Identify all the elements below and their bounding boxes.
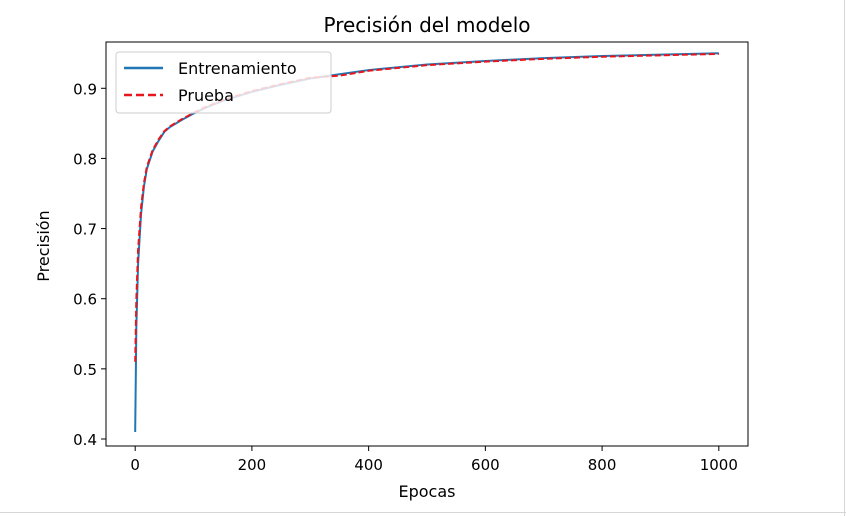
legend-label-entrenamiento: Entrenamiento bbox=[178, 59, 297, 78]
legend: Entrenamiento Prueba bbox=[115, 51, 332, 114]
x-axis: 0 200 400 600 800 1000 bbox=[130, 446, 738, 474]
x-tick-label: 0 bbox=[130, 456, 140, 474]
chart-title: Precisión del modelo bbox=[323, 13, 530, 37]
x-tick-label: 600 bbox=[471, 456, 500, 474]
legend-label-prueba: Prueba bbox=[178, 86, 234, 105]
x-tick-label: 200 bbox=[238, 456, 267, 474]
y-tick-label: 0.9 bbox=[73, 80, 97, 98]
y-tick-label: 0.4 bbox=[73, 431, 97, 449]
x-tick-label: 1000 bbox=[700, 456, 738, 474]
y-tick-label: 0.8 bbox=[73, 150, 97, 168]
legend-box bbox=[115, 51, 332, 114]
x-axis-label: Epocas bbox=[399, 482, 456, 501]
plot-area-frame bbox=[105, 41, 749, 447]
y-axis-label: Precisión bbox=[34, 210, 53, 281]
image-frame-right bbox=[844, 0, 845, 516]
y-tick-label: 0.6 bbox=[73, 291, 97, 309]
y-axis: 0.4 0.5 0.6 0.7 0.8 0.9 bbox=[73, 80, 106, 449]
image-frame-bottom bbox=[0, 512, 846, 513]
y-tick-label: 0.5 bbox=[73, 361, 97, 379]
x-tick-label: 800 bbox=[588, 456, 617, 474]
x-tick-label: 400 bbox=[354, 456, 383, 474]
y-tick-label: 0.7 bbox=[73, 221, 97, 239]
